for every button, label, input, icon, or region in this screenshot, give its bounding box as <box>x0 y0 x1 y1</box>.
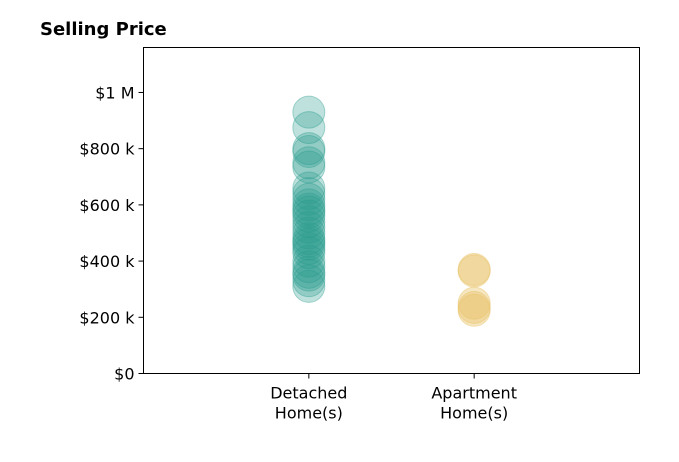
data-point <box>292 171 326 205</box>
data-point <box>292 244 326 278</box>
data-points <box>292 95 491 327</box>
x-tick-label: Detached Home(s) <box>270 384 347 423</box>
x-tick-label: Apartment Home(s) <box>431 384 517 423</box>
data-point <box>292 192 326 226</box>
data-point <box>292 255 326 289</box>
plot-frame <box>143 47 640 374</box>
y-tick-label: $600 k <box>79 196 135 215</box>
y-tick-label: $1 M <box>95 83 134 102</box>
chart-title: Selling Price <box>40 19 167 40</box>
y-tick-label: $0 <box>114 365 134 384</box>
data-point <box>292 177 326 211</box>
data-point <box>292 199 326 233</box>
data-point <box>292 146 326 180</box>
data-point <box>292 227 326 261</box>
data-point <box>292 269 326 303</box>
data-point <box>292 188 326 222</box>
data-point <box>292 182 326 216</box>
data-point <box>292 250 326 284</box>
data-point <box>457 293 491 327</box>
data-point <box>292 210 326 244</box>
data-point <box>292 258 326 292</box>
data-point <box>292 205 326 239</box>
y-tick-label: $800 k <box>79 140 135 159</box>
data-point <box>292 150 326 184</box>
y-axis: $0 $200 k $400 k $600 k $800 k $1 M <box>79 83 144 384</box>
data-point <box>457 254 491 288</box>
x-axis: Detached Home(s) Apartment Home(s) <box>270 373 517 423</box>
data-point <box>292 264 326 298</box>
data-point <box>457 286 491 320</box>
data-point <box>292 195 326 229</box>
y-tick-label: $200 k <box>79 308 135 327</box>
data-point <box>292 95 326 129</box>
data-point <box>292 231 326 265</box>
data-point <box>292 224 326 258</box>
y-tick-label: $400 k <box>79 252 135 271</box>
data-point <box>292 111 326 145</box>
data-point <box>292 134 326 168</box>
data-point <box>292 132 326 166</box>
data-point <box>292 216 326 250</box>
data-point <box>292 222 326 256</box>
data-point <box>292 236 326 270</box>
